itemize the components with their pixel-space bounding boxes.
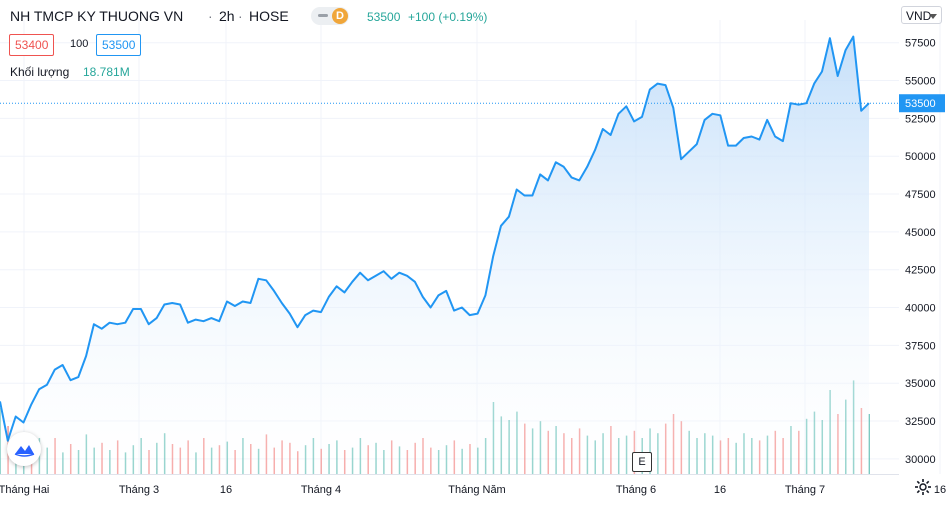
x-tick-label: Tháng Hai (0, 484, 49, 496)
symbol-title: NH TMCP KY THUONG VN (10, 8, 184, 24)
currency-selector[interactable]: VND (901, 6, 942, 24)
cloud-logo-icon (14, 445, 35, 457)
x-tick-label: Tháng 7 (785, 484, 825, 496)
x-tick-label: 16 (934, 484, 946, 496)
y-tick-label: 42500 (905, 265, 936, 277)
current-price-tag-label: 53500 (905, 98, 936, 110)
y-tick-label: 40000 (905, 303, 936, 315)
title-dot: · (208, 8, 213, 24)
tradingview-logo-button[interactable] (7, 432, 41, 466)
current-price-tag (899, 94, 945, 113)
volume-value: 18.781M (83, 65, 130, 79)
exchange-label: HOSE (249, 8, 289, 24)
x-tick-label: Tháng 6 (616, 484, 656, 496)
y-tick-label: 57500 (905, 38, 936, 50)
volume-label: Khối lượng (10, 65, 70, 79)
x-tick-label: 16 (220, 484, 232, 496)
y-tick-label: 52500 (905, 113, 936, 125)
x-tick-label: 16 (714, 484, 726, 496)
spread-value: 100 (70, 38, 89, 50)
interval-label[interactable]: 2h (219, 8, 235, 24)
market-closed-icon (318, 14, 328, 17)
ask-price-box[interactable]: 53500 (96, 34, 142, 56)
x-tick-label: Tháng 3 (119, 484, 159, 496)
gear-icon[interactable] (914, 478, 932, 496)
y-tick-label: 37500 (905, 340, 936, 352)
price-line (0, 35, 870, 442)
y-tick-label: 47500 (905, 189, 936, 201)
y-tick-label: 50000 (905, 151, 936, 163)
bid-price-box[interactable]: 53400 (9, 34, 55, 56)
x-tick-label: Tháng Năm (448, 484, 505, 496)
y-tick-label: 45000 (905, 227, 936, 239)
y-tick-label: 32500 (905, 416, 936, 428)
y-tick-label: 55000 (905, 76, 936, 88)
volume-bar (868, 414, 870, 474)
y-tick-label: 30000 (905, 454, 936, 466)
time-axis-separator (0, 474, 899, 475)
last-price: 53500 (367, 10, 401, 24)
chevron-down-icon (929, 14, 937, 19)
market-status-pill[interactable]: D (311, 7, 349, 25)
delayed-data-badge: D (332, 8, 348, 24)
title-dot: · (238, 8, 243, 24)
price-area-fill (0, 36, 869, 474)
price-change: +100 (+0.19%) (408, 10, 488, 24)
events-e-button[interactable]: E (632, 452, 652, 472)
currency-label: VND (906, 9, 932, 23)
y-tick-label: 35000 (905, 378, 936, 390)
x-tick-label: Tháng 4 (301, 484, 341, 496)
